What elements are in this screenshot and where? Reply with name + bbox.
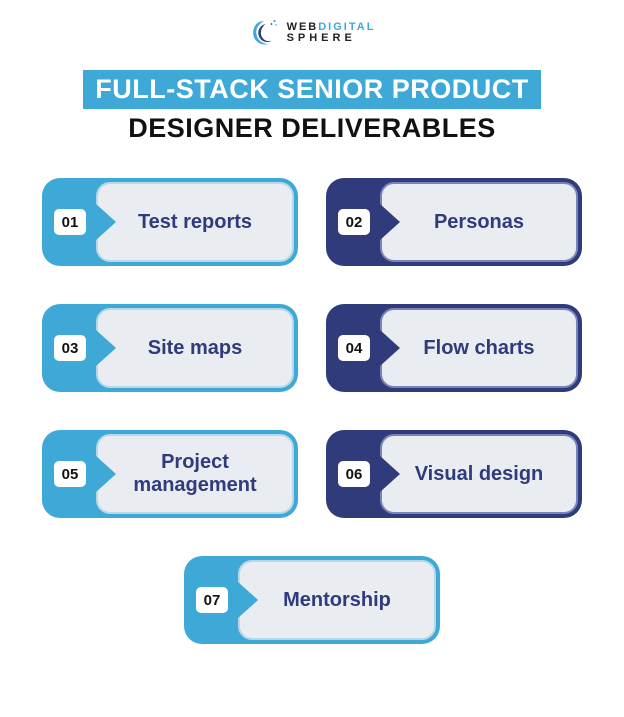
card-mentorship: 07 Mentorship <box>184 556 440 644</box>
card-label: Visual design <box>415 463 544 486</box>
card-body: Visual design <box>380 434 578 514</box>
page-title: FULL-STACK SENIOR PRODUCT DESIGNER DELIV… <box>26 70 598 144</box>
card-number: 04 <box>338 335 370 361</box>
card-label: Test reports <box>138 211 252 234</box>
deliverables-grid: 01 Test reports 02 Personas 03 Site maps… <box>26 178 598 644</box>
card-label: Project management <box>112 451 278 497</box>
card-body: Project management <box>96 434 294 514</box>
title-rest: DESIGNER DELIVERABLES <box>26 113 598 144</box>
card-number: 01 <box>54 209 86 235</box>
card-body: Mentorship <box>238 560 436 640</box>
logo-text: WEBDIGITAL SPHERE <box>287 22 376 44</box>
card-label: Site maps <box>148 337 242 360</box>
logo-swirl-icon <box>249 18 279 48</box>
card-label: Mentorship <box>283 589 391 612</box>
card-project-management: 05 Project management <box>42 430 298 518</box>
card-number: 02 <box>338 209 370 235</box>
card-body: Personas <box>380 182 578 262</box>
card-personas: 02 Personas <box>326 178 582 266</box>
card-label: Flow charts <box>423 337 534 360</box>
card-test-reports: 01 Test reports <box>42 178 298 266</box>
card-visual-design: 06 Visual design <box>326 430 582 518</box>
title-highlight: FULL-STACK SENIOR PRODUCT <box>83 70 540 109</box>
card-body: Flow charts <box>380 308 578 388</box>
card-number: 05 <box>54 461 86 487</box>
card-site-maps: 03 Site maps <box>42 304 298 392</box>
card-flow-charts: 04 Flow charts <box>326 304 582 392</box>
card-number: 06 <box>338 461 370 487</box>
card-number: 07 <box>196 587 228 613</box>
card-body: Test reports <box>96 182 294 262</box>
card-label: Personas <box>434 211 524 234</box>
card-number: 03 <box>54 335 86 361</box>
logo-word-sphere: SPHERE <box>287 33 376 44</box>
card-body: Site maps <box>96 308 294 388</box>
logo: WEBDIGITAL SPHERE <box>249 18 376 48</box>
